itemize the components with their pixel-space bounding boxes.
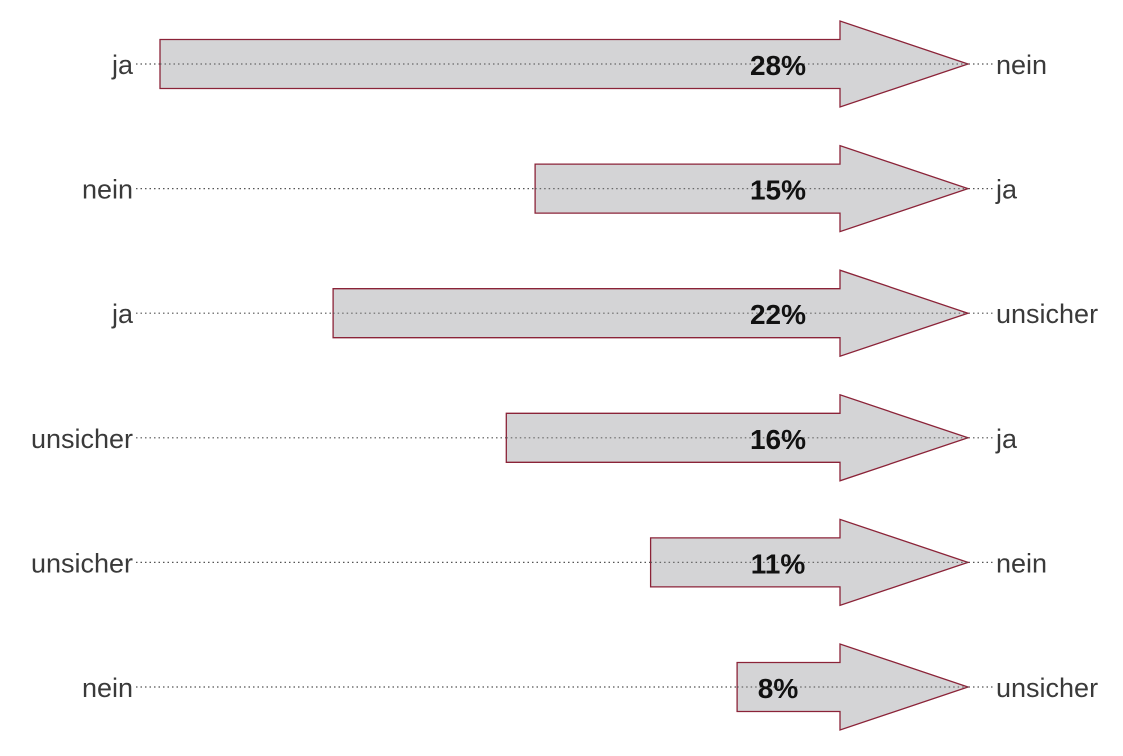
from-label: unsicher bbox=[31, 548, 133, 578]
from-label: nein bbox=[82, 673, 133, 703]
value-label: 8% bbox=[758, 673, 799, 704]
to-label: unsicher bbox=[996, 673, 1098, 703]
to-label: ja bbox=[995, 424, 1018, 454]
from-label: unsicher bbox=[31, 424, 133, 454]
to-label: nein bbox=[996, 548, 1047, 578]
value-arrow bbox=[332, 269, 971, 358]
to-label: ja bbox=[995, 175, 1018, 205]
value-label: 11% bbox=[751, 548, 806, 579]
to-label: nein bbox=[996, 50, 1047, 80]
arrow-row: nein ja 15% bbox=[82, 144, 1018, 233]
arrow-row: ja unsicher 22% bbox=[111, 269, 1098, 358]
value-arrow bbox=[736, 643, 971, 731]
value-label: 22% bbox=[750, 299, 806, 330]
arrow-row: unsicher nein 11% bbox=[31, 518, 1047, 607]
value-arrow bbox=[159, 20, 971, 108]
value-label: 15% bbox=[750, 175, 806, 206]
arrow-row: ja nein 28% bbox=[111, 20, 1047, 108]
from-label: nein bbox=[82, 175, 133, 205]
arrow-row: nein unsicher 8% bbox=[82, 643, 1098, 731]
value-label: 16% bbox=[750, 424, 806, 455]
from-label: ja bbox=[111, 50, 134, 80]
to-label: unsicher bbox=[996, 299, 1098, 329]
from-label: ja bbox=[111, 299, 134, 329]
value-label: 28% bbox=[750, 50, 806, 81]
arrow-row: unsicher ja 16% bbox=[31, 393, 1018, 482]
